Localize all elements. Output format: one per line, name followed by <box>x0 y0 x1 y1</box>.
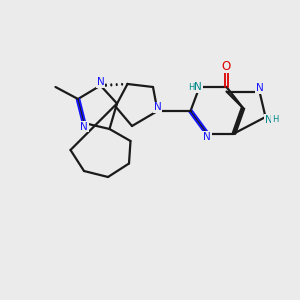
Text: N: N <box>97 77 104 87</box>
Text: O: O <box>222 59 231 73</box>
Text: N: N <box>203 132 211 142</box>
Text: N: N <box>194 82 202 92</box>
Text: N: N <box>256 83 263 93</box>
Text: N: N <box>154 102 161 112</box>
Text: H: H <box>272 116 278 124</box>
Text: N: N <box>265 115 272 125</box>
Text: N: N <box>80 122 88 132</box>
Text: H: H <box>188 82 195 91</box>
